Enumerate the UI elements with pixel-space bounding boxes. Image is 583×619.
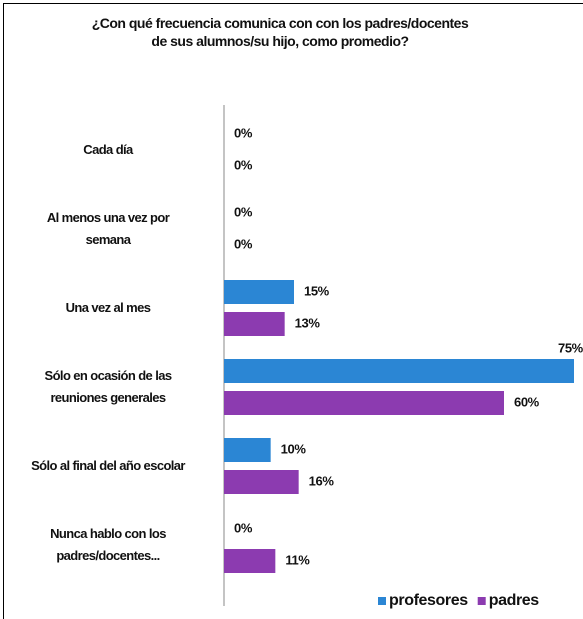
legend: profesores padres xyxy=(378,592,540,609)
category-label: Una vez al mes xyxy=(65,300,151,315)
bar xyxy=(224,359,574,383)
legend-label: profesores xyxy=(389,592,468,609)
legend-swatch xyxy=(477,597,486,605)
category-label: Cada día xyxy=(83,142,133,157)
bar xyxy=(224,549,276,573)
value-label: 13% xyxy=(295,315,321,330)
value-label: 15% xyxy=(304,283,330,298)
category-label: Sólo al final del año escolar xyxy=(31,458,185,473)
value-label: 0% xyxy=(234,157,253,172)
value-label: 10% xyxy=(281,441,307,456)
category-label: Sólo en ocasión de las reuniones general… xyxy=(44,368,173,405)
legend-label: padres xyxy=(489,592,540,609)
category-label: Nunca hablo con los padres/docentes... xyxy=(50,526,166,563)
category-label: Al menos una vez por semana xyxy=(46,210,170,247)
bar xyxy=(224,438,271,462)
value-label: 16% xyxy=(309,473,335,488)
bar xyxy=(224,470,299,494)
value-label: 0% xyxy=(234,520,253,535)
bar xyxy=(224,312,285,336)
value-label: 75% xyxy=(558,340,583,355)
value-label: 11% xyxy=(285,552,310,567)
value-label: 0% xyxy=(234,125,253,140)
frame xyxy=(3,3,583,619)
value-label: 0% xyxy=(234,236,253,251)
legend-swatch xyxy=(378,597,386,605)
value-label: 0% xyxy=(234,204,253,219)
bar xyxy=(224,280,294,304)
bar xyxy=(224,391,504,415)
chart-title: ¿Con qué frecuencia comunica con con los… xyxy=(91,15,469,49)
value-label: 60% xyxy=(514,394,540,409)
